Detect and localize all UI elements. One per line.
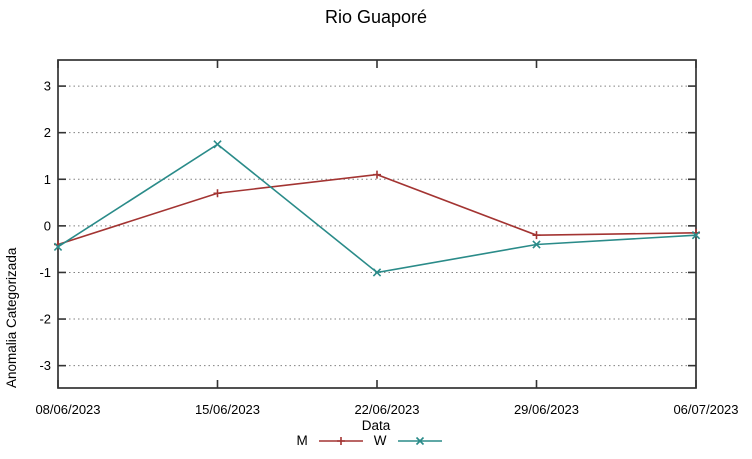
marker-cross-icon <box>53 242 63 251</box>
x-tick-label: 08/06/2023 <box>35 402 100 417</box>
legend-cross-glyph-icon <box>415 436 424 445</box>
x-tick-label: 29/06/2023 <box>514 402 579 417</box>
x-tick-label: 22/06/2023 <box>354 402 419 417</box>
x-axis-label: Data <box>361 418 391 433</box>
marker-cross-icon <box>213 140 222 149</box>
marker-cross-icon <box>691 231 701 240</box>
legend-plus-marker-icon <box>318 436 363 445</box>
marker-plus-icon <box>213 189 222 198</box>
legend-label-w: W <box>373 433 387 448</box>
x-tick-label: 15/06/2023 <box>195 402 260 417</box>
y-tick-label: 0 <box>44 218 51 233</box>
y-tick-label: -2 <box>39 312 51 327</box>
y-tick-label: -3 <box>39 358 51 373</box>
y-tick-label: -1 <box>39 265 51 280</box>
legend-label-m: M <box>296 433 308 448</box>
marker-cross-icon <box>372 268 382 277</box>
y-tick-label: 3 <box>44 79 51 94</box>
legend-cross-marker-icon <box>397 436 442 445</box>
series-line-w <box>57 143 697 274</box>
y-tick-label: 2 <box>44 125 51 140</box>
marker-plus-icon <box>373 170 381 179</box>
marker-plus-icon <box>532 231 541 240</box>
y-tick-label: 1 <box>44 172 51 187</box>
legend: M W <box>0 433 740 448</box>
marker-cross-icon <box>532 240 541 249</box>
plot-frame <box>57 59 697 389</box>
x-tick-label: 06/07/2023 <box>673 402 738 417</box>
legend-plus-glyph-icon <box>336 436 345 445</box>
chart-title: Rio Guaporé <box>324 7 428 27</box>
